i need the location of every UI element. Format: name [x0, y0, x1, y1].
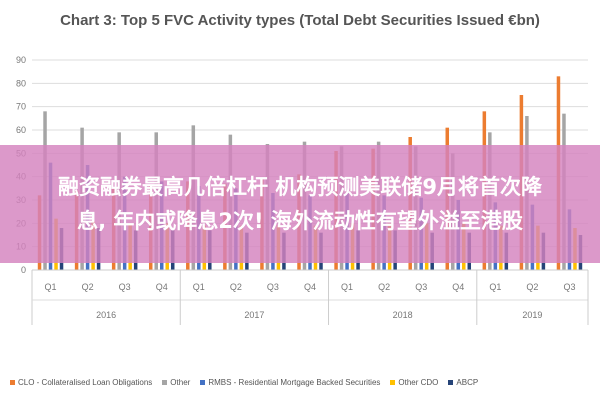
year-label: 2018 — [393, 310, 413, 320]
year-label: 2017 — [244, 310, 264, 320]
legend-label: ABCP — [456, 378, 479, 387]
x-tick-label: Q3 — [119, 282, 131, 292]
legend-swatch — [200, 380, 206, 385]
legend-item: CLO - Collateralised Loan Obligations — [10, 378, 152, 387]
legend-swatch — [448, 380, 454, 385]
legend-item: Other CDO — [390, 378, 438, 387]
x-tick-label: Q3 — [563, 282, 575, 292]
legend-item: ABCP — [448, 378, 478, 387]
overlay-headline-line-1: 融资融券最高几倍杠杆 机构预测美联储9月将首次降 — [58, 175, 542, 199]
legend-swatch — [390, 380, 396, 385]
x-tick-label: Q4 — [304, 282, 316, 292]
year-label: 2019 — [522, 310, 542, 320]
x-tick-label: Q1 — [341, 282, 353, 292]
y-tick-label: 0 — [21, 265, 26, 275]
legend-item: RMBS - Residential Mortgage Backed Secur… — [200, 378, 380, 387]
overlay-headline-line-2: 息, 年内或降息2次! 海外流动性有望外溢至港股 — [77, 209, 523, 233]
x-tick-label: Q2 — [82, 282, 94, 292]
x-tick-label: Q2 — [230, 282, 242, 292]
overlay-banner: 融资融券最高几倍杠杆 机构预测美联储9月将首次降 息, 年内或降息2次! 海外流… — [0, 145, 600, 263]
chart-title: Chart 3: Top 5 FVC Activity types (Total… — [60, 12, 540, 29]
y-tick-label: 70 — [16, 102, 26, 112]
x-tick-label: Q3 — [415, 282, 427, 292]
y-tick-label: 90 — [16, 55, 26, 65]
x-tick-label: Q2 — [378, 282, 390, 292]
x-tick-label: Q1 — [489, 282, 501, 292]
x-tick-label: Q3 — [267, 282, 279, 292]
x-tick-label: Q1 — [45, 282, 57, 292]
y-tick-label: 80 — [16, 78, 26, 88]
legend: CLO - Collateralised Loan Obligations Oth… — [10, 378, 594, 387]
legend-label: Other — [170, 378, 191, 387]
legend-label: CLO - Collateralised Loan Obligations — [18, 378, 153, 387]
x-tick-label: Q1 — [193, 282, 205, 292]
legend-label: RMBS - Residential Mortgage Backed Secur… — [208, 378, 381, 387]
legend-swatch — [162, 380, 168, 385]
y-tick-label: 60 — [16, 125, 26, 135]
x-tick-label: Q4 — [156, 282, 168, 292]
legend-label: Other CDO — [398, 378, 439, 387]
year-label: 2016 — [96, 310, 116, 320]
legend-item: Other — [162, 378, 190, 387]
x-tick-label: Q2 — [526, 282, 538, 292]
legend-swatch — [10, 380, 15, 385]
x-tick-label: Q4 — [452, 282, 464, 292]
